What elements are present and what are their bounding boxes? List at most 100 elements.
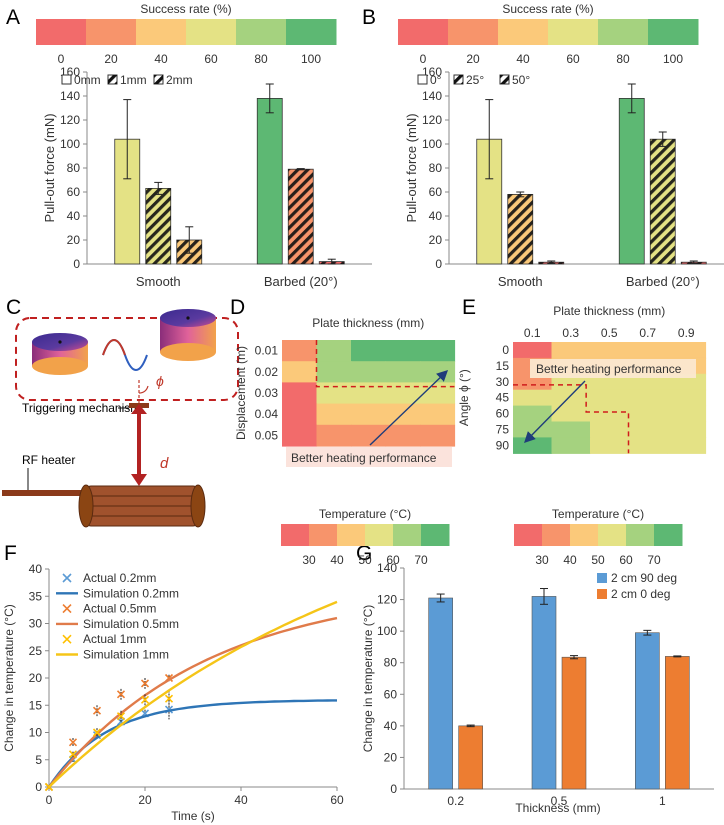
- heatmap-cell: [513, 421, 553, 438]
- colorbar-cell: [186, 19, 237, 45]
- heatmap-cell: [385, 382, 421, 405]
- colorbar-cell: [542, 524, 571, 546]
- category-label: 1: [659, 794, 666, 808]
- colorbar-tick: 70: [647, 553, 661, 567]
- legend-swatch: [61, 74, 72, 85]
- colorbar-title: Success rate (%): [140, 2, 231, 16]
- colorbar-tick: 60: [204, 52, 218, 66]
- y-tick-label: 15: [496, 359, 510, 373]
- heatmap-cell: [351, 403, 387, 426]
- y-tick-label: 0: [73, 257, 80, 271]
- y-tick-label: 0.01: [255, 344, 279, 358]
- bar-hatch: [650, 139, 676, 264]
- colorbar-tick: 80: [616, 52, 630, 66]
- bar: [428, 597, 453, 790]
- disk-thick-icon: [160, 309, 216, 361]
- data-point: [164, 694, 174, 703]
- category-label: 0.2: [447, 794, 464, 808]
- legend-swatch: [62, 604, 72, 614]
- y-tick-label: 80: [384, 656, 398, 670]
- colorbar-tick: 40: [330, 553, 344, 567]
- colorbar-tick: 80: [254, 52, 268, 66]
- y-tick-label: 5: [35, 753, 42, 767]
- y-tick-label: 120: [377, 593, 397, 607]
- y-tick-label: 40: [67, 209, 81, 223]
- legend-swatch: [62, 634, 72, 644]
- y-tick-label: 20: [429, 233, 443, 247]
- y-axis-title: Angle ϕ (°): [457, 369, 471, 426]
- heatmap-cell: [628, 437, 668, 454]
- colorbar-cell: [286, 19, 337, 45]
- colorbar-cell: [626, 524, 655, 546]
- heatmap-cell: [551, 342, 591, 359]
- rf-heater-rod: [2, 490, 92, 496]
- colorbar-cell: [136, 19, 187, 45]
- y-tick-label: 140: [377, 561, 397, 575]
- colorbar-cell: [498, 19, 549, 45]
- panel-label-b: B: [362, 6, 376, 29]
- category-label: 0.5: [551, 794, 568, 808]
- y-axis-title: Change in temperature (°C): [2, 604, 16, 752]
- colorbar-cell: [448, 19, 499, 45]
- legend-label: 25°: [466, 73, 484, 87]
- colorbar-tick: 30: [302, 553, 316, 567]
- y-tick-label: 10: [29, 726, 43, 740]
- data-point: [116, 712, 126, 721]
- bar: [618, 98, 645, 265]
- heatmap-title: Plate thickness (mm): [312, 316, 424, 330]
- y-tick-label: 80: [67, 161, 81, 175]
- y-tick-label: 40: [429, 209, 443, 223]
- heatmap-cell: [667, 342, 707, 359]
- coil: [78, 484, 206, 528]
- colorbar-tick: 0: [58, 52, 65, 66]
- legend-label: Simulation 0.5mm: [83, 617, 179, 631]
- colorbar-tick: 0: [420, 52, 427, 66]
- y-tick-label: 25: [29, 644, 43, 658]
- y-axis-title: Pull-out force (mN): [42, 113, 57, 222]
- legend-swatch: [597, 589, 607, 599]
- y-tick-label: 0.05: [255, 428, 279, 442]
- heatmap-cell: [551, 437, 591, 454]
- colorbar-cell: [337, 524, 366, 546]
- x-axis-title: Thickness (mm): [515, 801, 600, 815]
- x-tick-label: 40: [234, 793, 248, 807]
- heatmap-cell: [385, 340, 421, 362]
- heatmap-cell: [351, 382, 387, 405]
- bar: [635, 632, 660, 790]
- y-tick-label: 40: [29, 562, 43, 576]
- legend-label: 2 cm 90 deg: [611, 571, 677, 585]
- bar-hatch: [507, 194, 533, 264]
- colorbar-cell: [514, 524, 543, 546]
- x-tick-label: 20: [138, 793, 152, 807]
- x-tick-label: 0.9: [678, 326, 695, 340]
- colorbar-title: Temperature (°C): [552, 507, 644, 521]
- panel-c-diagram: Triggering mechanism ϕ d RF heater: [2, 309, 239, 528]
- heatmap-cell: [316, 403, 352, 426]
- bar: [665, 656, 690, 790]
- heatmap-cell: [667, 437, 707, 454]
- legend-swatch: [417, 74, 428, 85]
- panel-label-f: F: [4, 542, 17, 565]
- y-tick-label: 45: [496, 391, 510, 405]
- data-point: [116, 690, 126, 699]
- panel-label-c: C: [6, 296, 21, 319]
- y-tick-label: 140: [422, 89, 442, 103]
- x-tick-label: 0.3: [562, 326, 579, 340]
- legend-label: Simulation 0.2mm: [83, 586, 179, 600]
- heatmap-cell: [667, 405, 707, 423]
- y-tick-label: 60: [429, 185, 443, 199]
- colorbar-tick: 100: [663, 52, 683, 66]
- colorbar-cell: [648, 19, 699, 45]
- y-tick-label: 90: [496, 438, 510, 452]
- bar: [256, 98, 283, 265]
- heatmap-cell: [385, 424, 421, 447]
- heatmap-cell: [628, 342, 668, 359]
- x-tick-label: 0: [46, 793, 53, 807]
- heatmap-cell: [351, 340, 387, 362]
- y-axis-title: Change in temperature (°C): [361, 605, 375, 753]
- panel-b-chart: Success rate (%) 0 20 40 60 80 100 0 20 40 60 80 100…: [398, 2, 724, 289]
- legend-label: Simulation 1mm: [83, 648, 169, 662]
- heatmap-cell: [513, 405, 553, 423]
- panel-f-chart: 0 5 10 15 20 25 30 35 40 0 20 40 60 Time (s) Change in…: [2, 562, 344, 823]
